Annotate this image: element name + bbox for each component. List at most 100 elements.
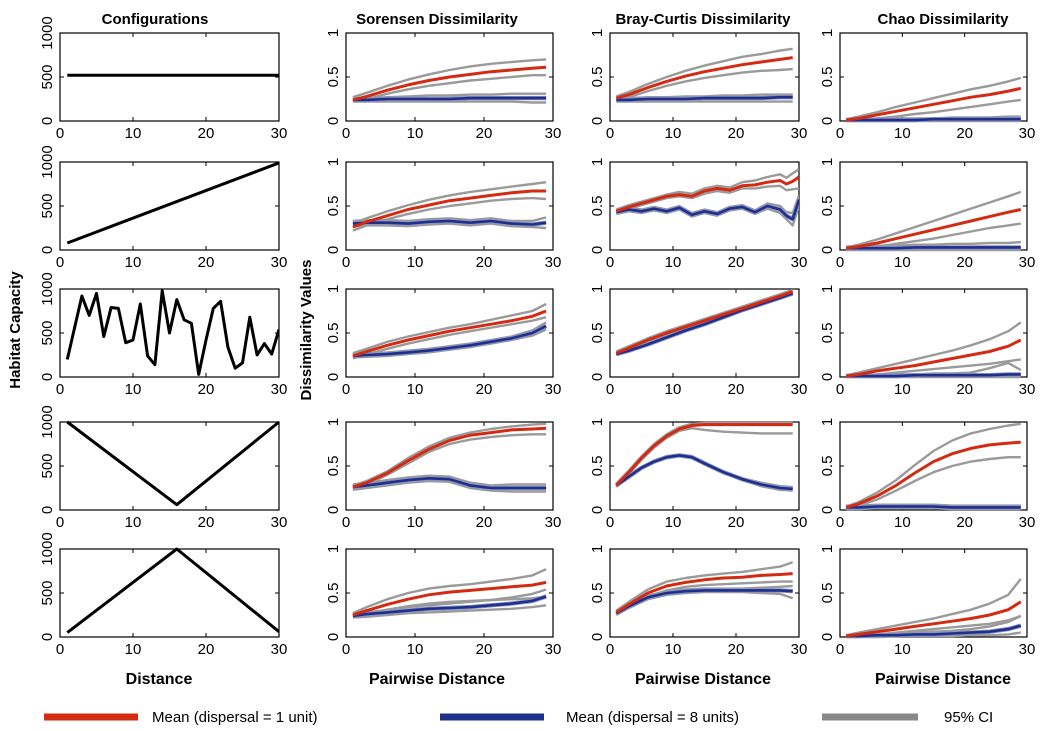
mean-line-dispersal-1 [615,56,793,100]
mean-line-dispersal-8 [615,292,794,356]
y-tick-label: 0 [325,246,342,254]
mean-line-dispersal-8 [616,95,793,102]
y-tick-label: 1 [325,418,342,426]
x-tick-label: 20 [956,514,973,531]
x-tick-label: 30 [545,514,562,531]
x-tick-label: 0 [606,381,614,398]
legend-label-mean-dispersal-8: Mean (dispersal = 8 units) [566,709,739,726]
axes-frame [59,548,280,638]
panel-configuration-5: 0 10 20 30 0 500 1000 [39,532,287,658]
x-tick-label: 0 [836,125,844,142]
x-axis-label-sorensen: Pairwise Distance [369,671,505,688]
legend-label-95-ci: 95% CI [944,709,993,726]
panel-sorensen-5: 0 10 20 30 0 0.5 1 [325,545,561,658]
mean-line-dispersal-1 [615,423,793,487]
y-tick-label: 0.5 [589,196,606,217]
panel-chao-4: 0 10 20 30 0 0.5 1 [819,418,1035,531]
mean-line-dispersal-1 [845,338,1022,378]
plot-area [615,561,794,617]
y-tick-label: 1 [819,285,836,293]
plot-area [352,58,547,104]
x-tick-label: 0 [606,125,614,142]
axes-frame [839,288,1028,378]
y-tick-label: 0.5 [819,67,836,88]
y-tick-label: 0.5 [325,583,342,604]
x-axis-label-distance: Distance [126,671,193,688]
column-title-chao: Chao Dissimilarity [878,11,1010,28]
ci-line-dispersal-8-lower [352,604,547,619]
x-tick-label: 0 [606,641,614,658]
panel-chao-1: 0 10 20 30 0 0.5 1 [819,29,1035,142]
x-tick-label: 10 [407,125,424,142]
plot-area [845,422,1021,511]
x-tick-label: 20 [728,514,745,531]
y-tick-label: 1 [325,285,342,293]
y-tick-label: 1 [589,418,606,426]
x-tick-label: 0 [836,641,844,658]
column-title-sorensen: Sorensen Dissimilarity [356,11,518,28]
x-tick-label: 0 [342,381,350,398]
x-tick-label: 10 [125,254,142,271]
plot-area [352,302,548,360]
x-tick-label: 10 [665,641,682,658]
y-tick-label: 0 [819,373,836,381]
mean-line-dispersal-8 [352,324,547,358]
x-tick-label: 0 [606,254,614,271]
x-tick-label: 0 [56,381,64,398]
y-tick-label: 500 [39,453,56,478]
axes-frame [59,32,280,122]
mean-line-dispersal-8 [616,199,799,221]
ci-line-dispersal-1-upper [352,181,547,225]
x-tick-label: 30 [1019,514,1036,531]
plot-area [66,420,279,507]
y-tick-label: 1 [589,158,606,166]
x-tick-label: 20 [956,641,973,658]
y-tick-label: 0 [39,373,56,381]
y-axis-label-habitat-capacity: Habitat Capacity [7,271,24,389]
y-tick-label: 0 [589,506,606,514]
mean-line-dispersal-8 [846,246,1021,250]
panel-configuration-1: 0 10 20 30 0 500 1000 [39,16,287,142]
x-tick-label: 10 [894,381,911,398]
y-tick-label: 0.5 [819,456,836,477]
axes-frame [839,32,1028,122]
y-tick-label: 0 [39,246,56,254]
panel-braycurtis-4: 0 10 20 30 0 0.5 1 [589,418,807,531]
y-tick-label: 0 [819,506,836,514]
ci-line-dispersal-8-lower [352,479,547,493]
panel-chao-5: 0 10 20 30 0 0.5 1 [819,545,1035,658]
x-tick-label: 30 [271,641,288,658]
y-tick-label: 1 [589,29,606,37]
mean-line-dispersal-1 [845,86,1022,122]
plot-area [352,568,547,619]
mean-line-dispersal-1 [845,600,1022,638]
x-tick-label: 20 [476,514,493,531]
y-tick-label: 0.5 [325,323,342,344]
x-tick-label: 10 [665,514,682,531]
plot-area [615,421,793,492]
x-tick-label: 10 [665,125,682,142]
ci-line-dispersal-1-lower [352,316,547,360]
x-tick-label: 30 [545,641,562,658]
panel-braycurtis-3: 0 10 20 30 0 0.5 1 [589,285,807,398]
x-tick-label: 20 [728,641,745,658]
panel-configuration-3: 0 10 20 30 0 500 1000 [39,272,287,398]
x-tick-label: 10 [407,641,424,658]
ci-line-dispersal-1-upper [352,302,547,355]
ci-line-dispersal-8-lower [352,100,547,104]
x-tick-label: 30 [791,254,808,271]
y-tick-label: 0 [589,246,606,254]
x-tick-label: 0 [836,514,844,531]
mean-line-dispersal-8 [846,373,1021,378]
x-tick-label: 20 [198,381,215,398]
y-tick-label: 0.5 [589,323,606,344]
mean-line-dispersal-8 [352,476,547,490]
legend: Mean (dispersal = 1 unit) Mean (dispersa… [44,709,993,726]
y-tick-label: 1 [589,545,606,553]
x-axis-label-chao: Pairwise Distance [875,671,1011,688]
y-tick-label: 1000 [39,16,56,49]
ci-line-dispersal-1-upper [845,190,1022,249]
ci-line-dispersal-1-upper [615,561,794,612]
axes-frame [609,421,800,511]
